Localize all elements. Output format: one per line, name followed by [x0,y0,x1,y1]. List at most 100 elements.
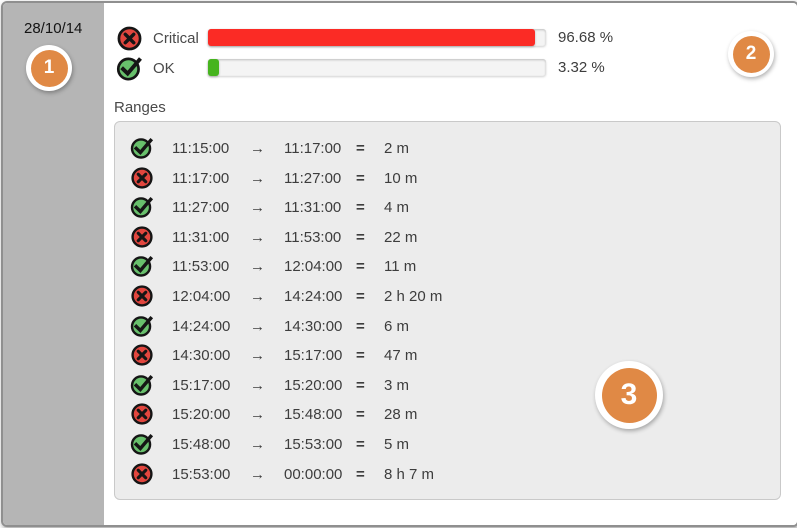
range-start-time: 11:17:00 [172,169,230,187]
range-end-time: 15:53:00 [284,435,343,453]
step-badge-1: 1 [26,45,72,91]
range-end-time: 11:17:00 [284,140,342,157]
arrow-right-icon: → [250,465,265,483]
range-row: 15:53:00 → 00:00:00 = 8 h 7 m [115,460,780,490]
sidebar: 28/10/14 1 [3,3,104,525]
progress-bar-fill [208,59,220,76]
critical-cross-icon [131,344,153,366]
progress-bar-fill [208,29,535,46]
range-duration: 5 m [384,435,410,453]
progress-bar-track [208,29,546,46]
range-start-time: 12:04:00 [172,287,231,305]
range-start-time: 15:20:00 [172,406,231,424]
range-start-time: 15:17:00 [172,376,231,394]
range-duration: 3 m [384,376,410,394]
equals-icon: = [356,465,365,483]
progress-bar-track [208,59,546,76]
range-duration: 22 m [384,228,418,246]
equals-icon: = [356,140,365,157]
equals-icon: = [356,199,365,217]
critical-cross-icon [131,226,153,248]
arrow-right-icon: → [250,258,265,276]
ok-check-icon [116,57,142,81]
arrow-right-icon: → [250,287,265,305]
range-duration: 10 m [384,169,418,187]
range-start-time: 11:53:00 [172,258,230,276]
equals-icon: = [356,435,365,453]
range-end-time: 15:48:00 [284,406,343,424]
range-row: 15:17:00 → 15:20:00 = 3 m [115,371,780,401]
main-content: Critical 96.68 % OK 3.32 % Ranges 11:15 [104,3,797,525]
range-end-time: 14:24:00 [284,287,343,305]
range-start-time: 11:27:00 [172,199,230,217]
equals-icon: = [356,376,365,394]
step-badge-1-number: 1 [30,49,68,87]
range-row: 11:53:00 → 12:04:00 = 11 m [115,252,780,282]
step-badge-2-number: 2 [732,35,770,73]
range-end-time: 11:31:00 [284,199,342,217]
equals-icon: = [356,228,365,246]
range-duration: 28 m [384,406,418,424]
critical-cross-icon [131,462,153,485]
range-start-time: 15:53:00 [172,465,231,483]
legend-row: OK 3.32 % [116,55,797,83]
critical-cross-icon [117,26,142,51]
critical-cross-icon [131,403,153,425]
range-end-time: 00:00:00 [284,465,343,483]
range-end-time: 14:30:00 [284,317,343,335]
range-duration: 8 h 7 m [384,465,435,483]
range-row: 11:17:00 → 11:27:00 = 10 m [115,164,780,194]
critical-cross-icon [131,285,153,307]
legend-status-label: Critical [153,30,199,47]
step-badge-3-number: 3 [601,367,657,423]
arrow-right-icon: → [250,199,265,217]
range-row: 15:48:00 → 15:53:00 = 5 m [115,430,780,460]
range-row: 14:24:00 → 14:30:00 = 6 m [115,312,780,342]
equals-icon: = [356,347,365,365]
ok-check-icon [130,137,154,159]
ranges-panel: 11:15:00 → 11:17:00 = 2 m 11:17:00 → 11:… [114,121,781,500]
equals-icon: = [356,169,365,187]
date-label: 28/10/14 [24,20,83,37]
arrow-right-icon: → [250,347,265,365]
range-start-time: 14:24:00 [172,317,231,335]
range-end-time: 11:53:00 [284,228,342,246]
arrow-right-icon: → [250,228,265,246]
percent-value: 3.32 % [558,59,605,76]
range-start-time: 11:15:00 [172,140,230,157]
range-row: 14:30:00 → 15:17:00 = 47 m [115,341,780,371]
ok-check-icon [130,374,154,396]
critical-cross-icon [131,166,153,189]
equals-icon: = [356,287,365,305]
range-duration: 2 h 20 m [384,287,443,305]
legend-status-label: OK [153,60,175,77]
range-row: 11:15:00 → 11:17:00 = 2 m [115,134,780,164]
range-duration: 47 m [384,347,418,365]
arrow-right-icon: → [250,169,265,187]
range-duration: 2 m [384,140,410,157]
arrow-right-icon: → [250,140,265,157]
range-start-time: 11:31:00 [172,228,230,246]
range-start-time: 14:30:00 [172,347,231,365]
range-duration: 6 m [384,317,410,335]
ok-check-icon [130,197,154,218]
range-row: 12:04:00 → 14:24:00 = 2 h 20 m [115,282,780,312]
percent-value: 96.68 % [558,29,614,46]
step-badge-2: 2 [728,31,774,77]
range-rows-list: 11:15:00 → 11:17:00 = 2 m 11:17:00 → 11:… [115,134,780,489]
range-end-time: 12:04:00 [284,258,343,276]
ok-check-icon [130,433,154,455]
step-badge-3: 3 [595,361,663,429]
equals-icon: = [356,258,365,276]
range-end-time: 15:17:00 [284,347,343,365]
ok-check-icon [130,315,154,337]
arrow-right-icon: → [250,435,265,453]
arrow-right-icon: → [250,406,265,424]
arrow-right-icon: → [250,317,265,335]
range-end-time: 11:27:00 [284,169,342,187]
arrow-right-icon: → [250,376,265,394]
range-end-time: 15:20:00 [284,376,343,394]
equals-icon: = [356,317,365,335]
range-duration: 4 m [384,199,410,217]
